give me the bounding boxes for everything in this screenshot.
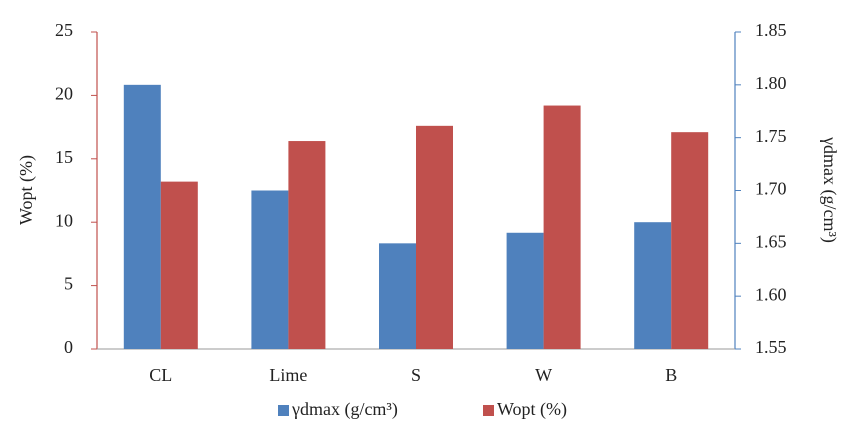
legend-swatch bbox=[278, 405, 289, 416]
legend-label: Wopt (%) bbox=[497, 399, 567, 420]
y-tick-label: 25 bbox=[55, 20, 73, 40]
bar bbox=[123, 84, 161, 349]
bar bbox=[416, 125, 453, 349]
y-tick-label: 20 bbox=[55, 84, 73, 104]
y2-tick-label: 1.75 bbox=[755, 126, 787, 146]
x-tick-label: Lime bbox=[269, 365, 307, 385]
y2-tick-label: 1.65 bbox=[755, 231, 787, 251]
y-tick-label: 5 bbox=[64, 274, 73, 294]
y2-tick-label: 1.85 bbox=[755, 20, 787, 40]
legend-swatch bbox=[483, 405, 494, 416]
bar bbox=[288, 141, 326, 349]
y2-tick-label: 1.80 bbox=[755, 73, 787, 93]
y2-tick-label: 1.60 bbox=[755, 284, 787, 304]
bar bbox=[251, 190, 289, 349]
x-tick-label: S bbox=[411, 365, 421, 385]
x-tick-label: CL bbox=[149, 365, 172, 385]
bar bbox=[634, 222, 672, 349]
y-axis-label: Wopt (%) bbox=[16, 155, 37, 225]
x-tick-label: W bbox=[535, 365, 552, 385]
y-tick-label: 10 bbox=[55, 210, 73, 230]
bar bbox=[160, 181, 198, 349]
bar bbox=[506, 232, 544, 349]
y-tick-label: 15 bbox=[55, 147, 73, 167]
y2-axis-label: γdmax (g/cm³) bbox=[819, 136, 840, 243]
bar bbox=[671, 132, 709, 349]
legend-label: γdmax (g/cm³) bbox=[291, 399, 398, 420]
bar bbox=[379, 243, 416, 349]
y2-tick-label: 1.70 bbox=[755, 179, 787, 199]
y-tick-label: 0 bbox=[64, 337, 73, 357]
x-tick-label: B bbox=[665, 365, 677, 385]
bar bbox=[543, 105, 581, 349]
y2-tick-label: 1.55 bbox=[755, 337, 787, 357]
